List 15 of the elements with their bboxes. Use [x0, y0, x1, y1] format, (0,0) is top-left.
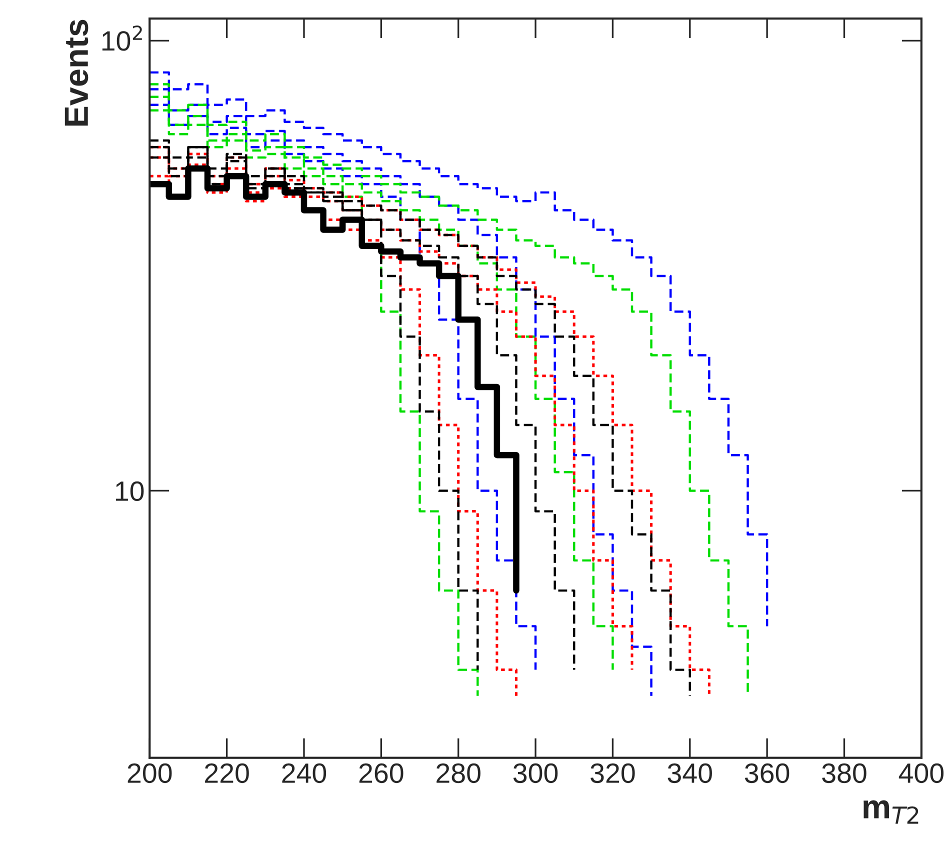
x-tick-label: 380 — [822, 763, 866, 784]
x-tick-label: 220 — [205, 763, 249, 784]
x-tick-label: 200 — [128, 763, 172, 784]
y-tick-label: 10$^{2}$ — [102, 25, 142, 51]
x-tick-label: 400 — [898, 763, 944, 784]
x-tick-label: 340 — [668, 763, 712, 784]
x-tick-label: 280 — [436, 763, 480, 784]
x-tick-label: 360 — [744, 763, 790, 784]
x-tick-label: 240 — [282, 763, 326, 784]
x-tick-label: 300 — [513, 763, 558, 784]
x-tick-label: 260 — [359, 763, 404, 784]
x-axis-title: m$_{T2}$ — [864, 800, 918, 824]
y-axis-title: Events — [64, 20, 88, 126]
y-tick-label: 10 — [116, 481, 144, 502]
x-tick-label: 320 — [590, 763, 635, 784]
